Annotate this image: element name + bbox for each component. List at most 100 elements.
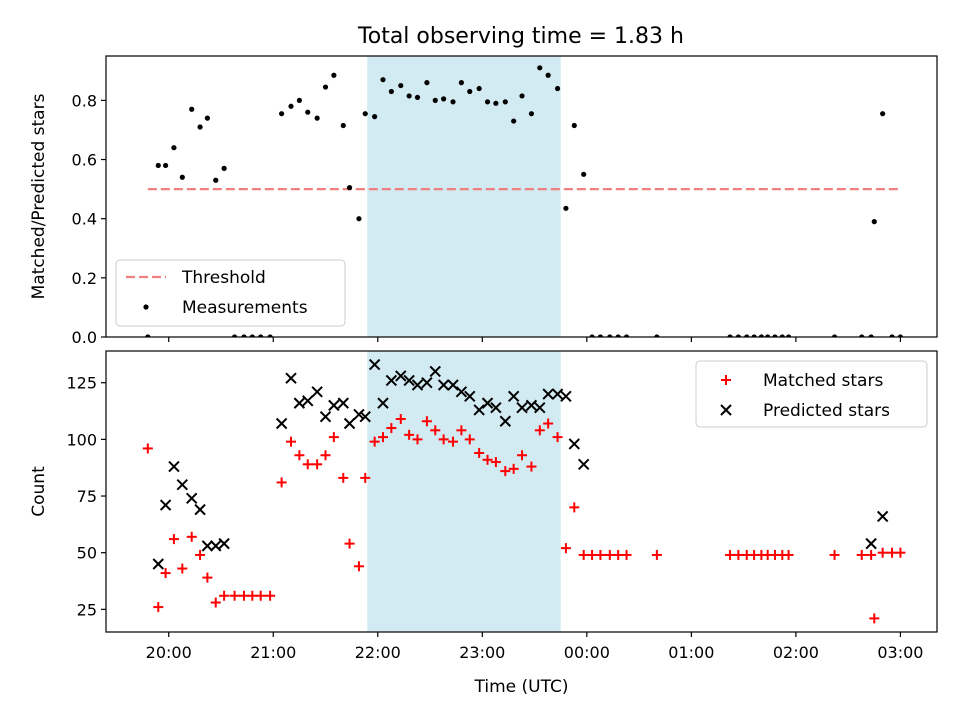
measurement-point xyxy=(388,88,394,95)
legend-box xyxy=(115,259,346,327)
predicted-star-point xyxy=(285,372,297,384)
matched-star-point xyxy=(517,450,528,461)
legend-predicted-label: Predicted stars xyxy=(763,401,890,421)
predicted-star-point xyxy=(353,408,365,421)
predicted-star-point xyxy=(194,503,206,516)
matched-star-point xyxy=(866,549,877,560)
predicted-star-point xyxy=(328,399,340,412)
predicted-star-point xyxy=(176,478,189,491)
matched-star-point xyxy=(195,549,206,560)
measurement-point xyxy=(571,122,577,129)
top-legend: Threshold Measurements xyxy=(115,259,346,327)
predicted-star-point xyxy=(577,458,590,471)
measurement-point xyxy=(476,85,482,92)
measurement-point xyxy=(484,99,491,105)
matched-star-point xyxy=(344,538,355,549)
measurement-point xyxy=(267,334,273,337)
matched-star-point xyxy=(360,472,371,483)
legend-measurements-label: Measurements xyxy=(182,298,308,318)
legend-box xyxy=(695,360,928,428)
measurement-point xyxy=(467,88,473,95)
measurement-point xyxy=(654,334,660,337)
predicted-star-point xyxy=(218,537,230,550)
matched-star-point xyxy=(328,432,339,443)
measurement-point xyxy=(897,334,904,337)
predicted-star-point xyxy=(319,411,332,423)
measurement-point xyxy=(597,334,604,337)
predicted-star-point xyxy=(275,417,288,430)
matched-star-point xyxy=(543,418,554,429)
matched-star-point xyxy=(386,423,397,434)
measurement-point xyxy=(623,334,630,337)
measurement-point xyxy=(231,334,238,337)
measurement-point xyxy=(305,109,311,115)
measurement-point xyxy=(221,165,227,171)
top-plot-area xyxy=(145,56,904,337)
chart-title: Total observing time = 1.83 h xyxy=(357,24,684,49)
matched-star-point xyxy=(286,436,297,447)
measurement-point xyxy=(779,334,785,337)
matched-star-point xyxy=(378,432,388,443)
predicted-star-point xyxy=(337,397,349,409)
matched-star-point xyxy=(534,425,545,436)
matched-star-point xyxy=(238,590,249,601)
matched-star-point xyxy=(733,549,744,560)
matched-star-point xyxy=(142,443,153,454)
measurement-point xyxy=(493,100,499,106)
matched-star-point xyxy=(482,454,493,465)
predicted-star-point xyxy=(201,540,214,552)
matched-star-point xyxy=(829,549,840,560)
measurement-point xyxy=(213,177,219,183)
y-tick-label: 0.6 xyxy=(72,151,97,170)
measurement-point xyxy=(889,334,895,337)
matched-star-point xyxy=(869,613,880,624)
matched-star-point xyxy=(508,463,519,474)
legend-measurements-swatch xyxy=(143,304,149,310)
predicted-star-point xyxy=(525,399,538,412)
predicted-star-point xyxy=(421,377,433,389)
y-tick-label: 50 xyxy=(77,544,97,563)
predicted-star-point xyxy=(359,411,371,423)
matched-star-point xyxy=(294,450,305,461)
predicted-star-point xyxy=(429,365,441,378)
predicted-star-point xyxy=(403,374,415,387)
measurement-point xyxy=(831,334,838,337)
matched-star-point xyxy=(474,447,485,458)
measurement-point xyxy=(727,334,733,337)
matched-star-point xyxy=(177,563,188,574)
predicted-star-point xyxy=(210,540,222,552)
predicted-star-point xyxy=(343,417,356,430)
matched-star-point xyxy=(430,425,441,436)
matched-star-point xyxy=(421,416,432,427)
matched-star-point xyxy=(526,461,537,472)
measurement-point xyxy=(189,106,195,112)
x-tick-label: 00:00 xyxy=(564,643,610,662)
predicted-star-point xyxy=(499,415,512,427)
matched-star-point xyxy=(404,429,415,440)
matched-star-point xyxy=(168,534,179,545)
predicted-star-point xyxy=(534,401,546,414)
y-tick-label: 100 xyxy=(66,430,97,449)
measurement-point xyxy=(288,103,294,109)
x-tick-label: 02:00 xyxy=(773,643,819,662)
predicted-star-point xyxy=(293,397,306,409)
matched-star-point xyxy=(490,457,501,468)
y-tick-label: 75 xyxy=(77,487,97,506)
matched-star-point xyxy=(219,590,230,601)
top-y-axis-label: Matched/Predicted stars xyxy=(29,93,49,299)
matched-star-point xyxy=(202,572,213,583)
matched-star-point xyxy=(338,472,349,483)
predicted-star-point xyxy=(368,358,381,371)
predicted-star-point xyxy=(159,499,172,511)
measurement-point xyxy=(380,77,386,83)
measurement-point xyxy=(204,115,210,121)
measurement-point xyxy=(296,97,302,103)
measurement-point xyxy=(340,122,346,129)
measurement-point xyxy=(744,334,750,337)
measurement-point xyxy=(406,93,412,99)
bottom-plot-area xyxy=(142,351,906,632)
matched-star-point xyxy=(160,568,171,579)
matched-star-point xyxy=(153,602,164,613)
matched-star-point xyxy=(438,434,449,445)
measurement-point xyxy=(155,162,161,169)
